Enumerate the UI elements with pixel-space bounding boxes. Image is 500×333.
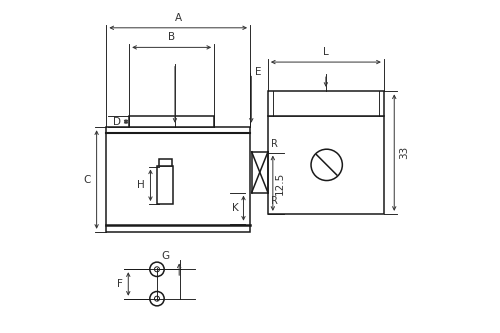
- Bar: [268, 92, 384, 116]
- Text: F: F: [117, 279, 122, 289]
- Text: L: L: [323, 47, 328, 57]
- Text: 12.5: 12.5: [274, 171, 284, 195]
- Text: D: D: [113, 117, 121, 127]
- Text: H: H: [138, 180, 145, 190]
- Text: 33: 33: [400, 146, 409, 159]
- Bar: [158, 159, 172, 166]
- Bar: [157, 166, 174, 204]
- Bar: [268, 116, 384, 214]
- Text: B: B: [168, 33, 175, 43]
- Text: E: E: [255, 67, 262, 77]
- Text: K: K: [232, 203, 238, 213]
- Text: G: G: [161, 251, 169, 261]
- Bar: [106, 127, 250, 232]
- Text: R: R: [270, 196, 278, 206]
- Text: R: R: [270, 139, 278, 149]
- Bar: [130, 116, 214, 127]
- Text: A: A: [174, 13, 182, 23]
- Text: C: C: [84, 174, 90, 184]
